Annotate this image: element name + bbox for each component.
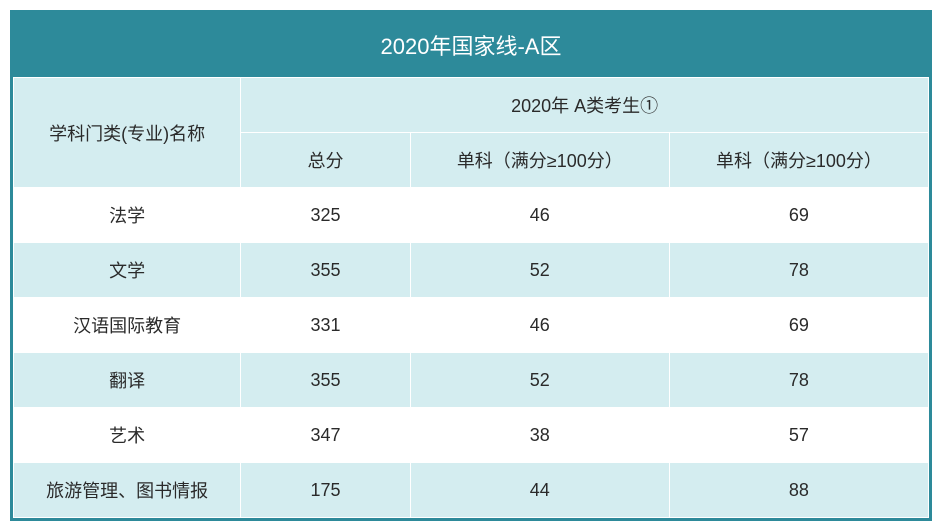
cell-total: 355 bbox=[241, 353, 410, 408]
table-row: 旅游管理、图书情报 175 44 88 bbox=[14, 463, 929, 518]
cell-subject: 艺术 bbox=[14, 408, 241, 463]
cell-sub2: 78 bbox=[669, 243, 928, 298]
cell-total: 355 bbox=[241, 243, 410, 298]
header-sub2: 单科（满分≥100分） bbox=[669, 133, 928, 188]
table-body: 法学 325 46 69 文学 355 52 78 汉语国际教育 331 46 … bbox=[14, 188, 929, 518]
cell-total: 175 bbox=[241, 463, 410, 518]
cell-total: 325 bbox=[241, 188, 410, 243]
cell-total: 331 bbox=[241, 298, 410, 353]
score-table-container: 2020年国家线-A区 学科门类(专业)名称 2020年 A类考生① 总分 单科… bbox=[10, 10, 932, 521]
header-sub1: 单科（满分≥100分） bbox=[410, 133, 669, 188]
table-row: 翻译 355 52 78 bbox=[14, 353, 929, 408]
cell-sub1: 46 bbox=[410, 188, 669, 243]
cell-sub2: 78 bbox=[669, 353, 928, 408]
table-row: 艺术 347 38 57 bbox=[14, 408, 929, 463]
cell-sub1: 52 bbox=[410, 243, 669, 298]
cell-sub1: 38 bbox=[410, 408, 669, 463]
cell-subject: 旅游管理、图书情报 bbox=[14, 463, 241, 518]
header-group: 2020年 A类考生① bbox=[241, 78, 929, 133]
cell-sub2: 88 bbox=[669, 463, 928, 518]
table-row: 汉语国际教育 331 46 69 bbox=[14, 298, 929, 353]
cell-subject: 文学 bbox=[14, 243, 241, 298]
cell-sub2: 69 bbox=[669, 298, 928, 353]
cell-subject: 翻译 bbox=[14, 353, 241, 408]
score-table: 学科门类(专业)名称 2020年 A类考生① 总分 单科（满分≥100分） 单科… bbox=[13, 77, 929, 518]
cell-sub1: 52 bbox=[410, 353, 669, 408]
cell-sub2: 57 bbox=[669, 408, 928, 463]
header-subject: 学科门类(专业)名称 bbox=[14, 78, 241, 188]
cell-subject: 法学 bbox=[14, 188, 241, 243]
cell-sub1: 46 bbox=[410, 298, 669, 353]
header-total: 总分 bbox=[241, 133, 410, 188]
header-row-1: 学科门类(专业)名称 2020年 A类考生① bbox=[14, 78, 929, 133]
cell-total: 347 bbox=[241, 408, 410, 463]
cell-sub1: 44 bbox=[410, 463, 669, 518]
table-title: 2020年国家线-A区 bbox=[13, 13, 929, 77]
cell-sub2: 69 bbox=[669, 188, 928, 243]
table-row: 文学 355 52 78 bbox=[14, 243, 929, 298]
table-row: 法学 325 46 69 bbox=[14, 188, 929, 243]
cell-subject: 汉语国际教育 bbox=[14, 298, 241, 353]
